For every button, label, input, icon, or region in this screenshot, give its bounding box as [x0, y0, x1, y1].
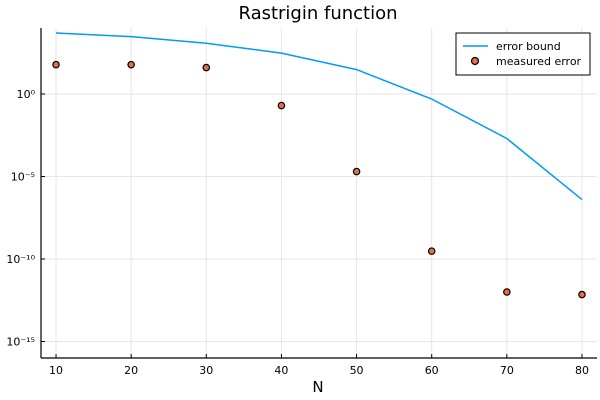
data-point-measured-error — [52, 60, 60, 69]
data-point-measured-error — [578, 290, 586, 299]
axes-layer — [40, 28, 597, 359]
chart-title: Rastrigin function — [238, 3, 397, 24]
series-layer — [52, 32, 586, 299]
y-tick-label: 10⁻¹⁰ — [6, 253, 35, 266]
data-point-measured-error — [127, 60, 135, 69]
data-point-measured-error — [427, 247, 436, 255]
data-point-measured-error — [202, 63, 211, 72]
data-point-measured-error — [277, 101, 286, 110]
y-tick-label: 10⁻⁵ — [11, 171, 35, 184]
grid-layer — [41, 28, 597, 358]
data-point-measured-error — [352, 167, 361, 176]
legend-label-measured-error: measured error — [496, 55, 582, 68]
x-tick-label: 70 — [500, 364, 514, 377]
x-tick-label: 80 — [575, 364, 589, 377]
series-line-error-bound — [55, 32, 583, 201]
legend-box — [455, 32, 591, 76]
legend-label-error-bound: error bound — [496, 40, 561, 53]
x-axis-label: N — [312, 378, 323, 396]
data-point-measured-error — [503, 288, 511, 296]
x-tick-label: 40 — [274, 364, 288, 377]
x-tick-label: 20 — [124, 364, 138, 377]
y-tick-label: 10⁻¹⁵ — [6, 336, 35, 349]
legend-swatch-measured-error — [470, 56, 480, 66]
x-tick-label: 50 — [350, 364, 364, 377]
tick-layer: 10 20 30 40 50 60 70 80 10⁰ 10⁻⁵ 10⁻¹⁰ 10⁻¹⁵ — [6, 88, 589, 377]
x-tick-label: 10 — [49, 364, 63, 377]
legend: error bound measured error — [455, 32, 591, 76]
x-tick-label: 60 — [425, 364, 439, 377]
y-tick-label: 10⁰ — [17, 88, 36, 101]
x-tick-label: 30 — [199, 364, 213, 377]
